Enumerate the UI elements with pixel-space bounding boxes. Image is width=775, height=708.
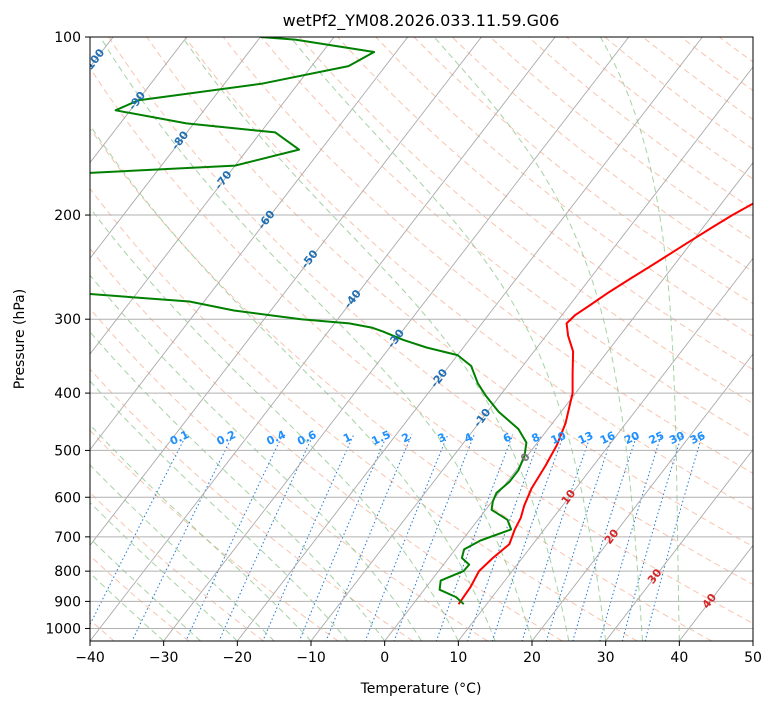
x-tick-label: 40 — [670, 650, 688, 666]
isotherm-grid — [90, 37, 753, 641]
mixing-ratio-line — [185, 434, 284, 641]
mixing-ratio-label: 10 — [549, 429, 569, 447]
dry-adiabat-line — [337, 37, 753, 371]
dry-adiabat-line — [108, 37, 753, 586]
y-tick-label: 1000 — [45, 621, 81, 637]
mixing-ratio-label: 30 — [667, 429, 687, 447]
mixing-ratio-line — [325, 434, 413, 641]
temperature-profile-line — [457, 202, 753, 605]
mixing-ratio-line — [364, 434, 449, 641]
x-tick-label: −30 — [149, 650, 179, 666]
isotherm-line — [457, 257, 753, 641]
mixing-ratio-label: 36 — [688, 429, 708, 447]
isotherm-line — [163, 37, 630, 641]
isotherm-line — [90, 37, 261, 260]
moist-adiabat-line — [181, 37, 570, 641]
x-axis-ticks: −40 −30 −20 −10 0 10 20 30 40 50 — [75, 641, 762, 666]
isotherm-line — [90, 37, 335, 355]
mixing-ratio-label: 16 — [598, 429, 618, 447]
moist-adiabat-line — [99, 37, 533, 641]
isotherm-line — [605, 448, 753, 641]
dewpoint-profile-line — [90, 37, 528, 605]
y-tick-label: 400 — [54, 386, 81, 402]
y-tick-label: 300 — [54, 312, 81, 328]
x-tick-label: 20 — [523, 650, 541, 666]
isotherm-line — [90, 37, 482, 547]
dry-adiabat-line — [90, 247, 563, 641]
isotherm-line — [90, 37, 556, 641]
moist-adiabat-line — [90, 424, 312, 641]
moist-adiabat-line — [289, 37, 607, 641]
dry-adiabat-line — [528, 37, 753, 210]
dry-adiabat-line — [299, 37, 753, 404]
plot-frame — [89, 36, 754, 642]
x-tick-label: 50 — [744, 650, 762, 666]
isotherm-line — [90, 37, 409, 451]
moist-adiabat-line — [90, 331, 386, 641]
x-tick-label: −20 — [223, 650, 253, 666]
mixing-ratio-label: 20 — [622, 429, 642, 447]
dry-adiabat-line — [90, 67, 753, 624]
y-tick-label: 800 — [54, 564, 81, 580]
isotherm-line — [90, 37, 188, 164]
mixing-ratio-line — [90, 434, 187, 626]
moist-adiabat-line — [433, 37, 643, 641]
dry-adiabat-line — [184, 37, 753, 511]
dry-adiabat-line — [90, 187, 638, 641]
y-tick-label: 600 — [54, 490, 81, 506]
mixing-ratio-line — [435, 434, 514, 641]
profile-series — [90, 37, 753, 605]
mixing-ratio-label: 25 — [647, 429, 666, 447]
y-tick-label: 100 — [54, 30, 81, 46]
y-tick-label: 900 — [54, 594, 81, 610]
dry-adiabat-line — [489, 37, 753, 241]
mixing-ratio-label: 13 — [576, 429, 595, 447]
y-tick-label: 700 — [54, 530, 81, 546]
plot-area: -100-90-80-70-60-50-40-30-20-10010203040… — [90, 37, 753, 641]
x-tick-label: 0 — [380, 650, 389, 666]
x-tick-label: −40 — [75, 650, 105, 666]
dry-adiabat-line — [146, 37, 753, 548]
mixing-ratio-line — [644, 434, 703, 641]
y-axis-ticks: 100 200 300 400 500 600 700 800 900 1000 — [45, 30, 90, 637]
dry-adiabat-line — [90, 127, 712, 641]
mixing-ratio-line — [466, 434, 542, 641]
x-axis-label: Temperature (°C) — [360, 681, 482, 697]
moist-adiabat-line — [90, 537, 201, 641]
moist-adiabat-line — [90, 464, 275, 641]
moist-adiabats — [90, 37, 680, 641]
y-axis-label: Pressure (hPa) — [12, 289, 28, 389]
mixing-ratio-line — [621, 434, 683, 641]
y-tick-label: 500 — [54, 443, 81, 459]
dry-adiabat-line — [451, 37, 753, 273]
dry-adiabat-line — [566, 37, 753, 180]
pressure-grid — [90, 37, 753, 629]
isotherm-line — [236, 37, 703, 641]
x-tick-label: 10 — [449, 650, 467, 666]
mixing-ratio-line — [298, 434, 388, 641]
moist-adiabat-line — [90, 274, 422, 641]
mixing-ratio-lines — [90, 434, 703, 641]
isotherm-line — [531, 353, 753, 641]
x-tick-label: −10 — [296, 650, 326, 666]
x-tick-label: 30 — [597, 650, 615, 666]
mixing-ratio-line — [491, 434, 565, 641]
isotherm-line — [310, 66, 753, 641]
y-tick-label: 200 — [54, 208, 81, 224]
moist-adiabat-line — [90, 501, 238, 641]
moist-adiabat-line — [90, 572, 165, 641]
mixing-ratio-line — [393, 434, 475, 641]
moist-adiabat-line — [599, 37, 680, 641]
dry-adiabat-line — [90, 368, 414, 641]
mixing-ratio-line — [218, 434, 314, 641]
mixing-ratio-line — [131, 434, 234, 641]
chart-title: wetPf2_YM08.2026.033.11.59.G06 — [283, 11, 560, 31]
isotherm-line — [384, 161, 753, 641]
moist-adiabat-line — [90, 124, 496, 641]
